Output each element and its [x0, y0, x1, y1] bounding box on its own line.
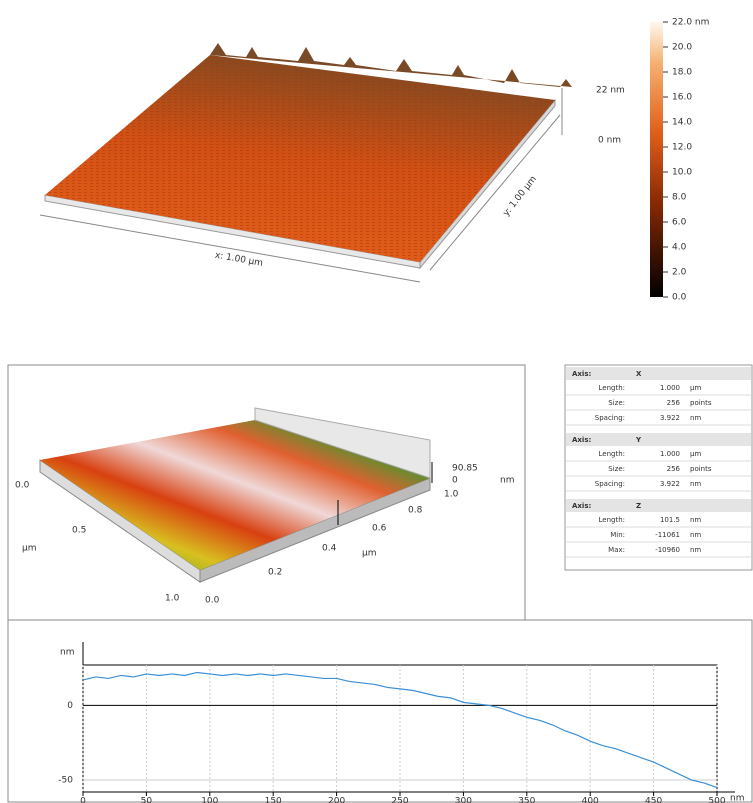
table-cell: 256: [667, 465, 681, 473]
panel: [7, 619, 753, 803]
plot-frame: [82, 664, 718, 793]
axis-label: 0.6: [372, 524, 387, 534]
table-header-bg: [566, 499, 751, 512]
colorbar-tick-label: 14.0: [672, 118, 692, 128]
colorbar-tick-label: 4.0: [672, 243, 687, 253]
colorbar-tick-label: 20.0: [672, 43, 692, 53]
profile-chart: nm nm 0 50 100 150 200 250 300 350 400 450 500 -50 0: [58, 642, 744, 803]
table-frame: [564, 364, 753, 571]
axis-label: 0.0: [205, 596, 220, 606]
table-cell: 101.5: [660, 516, 680, 524]
table-header: Y: [635, 436, 642, 444]
x-tick-label: 500: [708, 797, 725, 803]
table-cell: nm: [690, 480, 701, 488]
z-label: 22 nm: [596, 86, 625, 96]
axis-label: 1.0: [165, 594, 180, 604]
colorbar: 22.0 nm 20.0 18.0 16.0 14.0 12.0 10.0 8.0 6.0 4.0…: [650, 18, 709, 303]
table-cell: points: [690, 399, 712, 407]
axis-label: 0.8: [408, 506, 423, 516]
table-cell: nm: [690, 546, 701, 554]
x-tick-label: 100: [201, 797, 218, 803]
colorbar-tick-label: 0.0: [672, 293, 687, 303]
x-axis-label: nm: [730, 794, 744, 803]
table-cell: nm: [690, 414, 701, 422]
colorbar-tick-label: 10.0: [672, 168, 692, 178]
axis-label: 0.2: [268, 568, 282, 578]
colorbar-tick-label: 12.0: [672, 143, 692, 153]
table-cell: µm: [690, 450, 701, 458]
y-tick-label: -50: [58, 776, 73, 786]
table-header: Axis:: [572, 436, 591, 444]
table-cell: Min:: [610, 531, 625, 539]
x-tick-label: 400: [582, 797, 599, 803]
axis-label: 90.85: [452, 464, 478, 474]
x-tick-label: 150: [265, 797, 282, 803]
table-cell: Length:: [598, 450, 625, 458]
colorbar-tick-label: 6.0: [672, 218, 687, 228]
table-cell: nm: [690, 531, 701, 539]
profile-line: [82, 671, 718, 789]
colorbar-tick-label: 18.0: [672, 68, 692, 78]
y-tick-label: 0: [67, 701, 73, 711]
table-cell: points: [690, 465, 712, 473]
surface-3d: 0.0 0.5 µm 1.0 0.0 0.2 0.4 µm 0.6 0.8 1.…: [15, 407, 514, 606]
table-cell: Max:: [608, 546, 625, 554]
colorbar-tick-label: 16.0: [672, 93, 692, 103]
table-cell: 3.922: [660, 414, 680, 422]
table-cell: Length:: [598, 384, 625, 392]
x-tick-label: 450: [645, 797, 662, 803]
table-header: Z: [636, 502, 641, 510]
table-cell: 1.000: [660, 450, 680, 458]
table-cell: 256: [667, 399, 681, 407]
table-header: X: [636, 370, 642, 378]
table-header: Axis:: [572, 502, 591, 510]
colorbar-gradient: [650, 22, 663, 297]
table-cell: Spacing:: [595, 480, 625, 488]
y-axis-label: nm: [60, 648, 74, 658]
colorbar-tick-label: 8.0: [672, 193, 687, 203]
axis-label: µm: [362, 549, 377, 559]
axis-label: 0: [452, 476, 458, 486]
table-cell: Length:: [598, 516, 625, 524]
table-cell: 3.922: [660, 480, 680, 488]
table-cell: Size:: [608, 465, 625, 473]
x-tick-label: 0: [80, 797, 86, 803]
x-tick-label: 50: [141, 797, 153, 803]
axis-label: 0.0: [15, 481, 30, 491]
axis-label: µm: [22, 544, 37, 554]
table-cell: -11061: [655, 531, 680, 539]
x-tick-label: 300: [455, 797, 472, 803]
axis-label: 0.4: [322, 544, 337, 554]
z-label: 0 nm: [598, 136, 621, 146]
axis-label: 0.5: [72, 526, 86, 536]
surface-3d: 22 nm 0 nm x: 1.00 µm y: 1.00 µm: [39, 43, 625, 283]
table-cell: nm: [690, 516, 701, 524]
table-cell: Size:: [608, 399, 625, 407]
axis-label: 1.0: [444, 490, 459, 500]
y-label: y: 1.00 µm: [501, 174, 538, 218]
table-header-bg: [566, 433, 751, 446]
table-cell: µm: [690, 384, 701, 392]
table-cell: Spacing:: [595, 414, 625, 422]
info-table: Axis: X Length: 1.000 µm Size: 256 points Spacin…: [564, 364, 753, 571]
x-tick-label: 350: [518, 797, 535, 803]
axis-label: nm: [500, 476, 514, 486]
x-tick-label: 200: [328, 797, 345, 803]
table-cell: 1.000: [660, 384, 680, 392]
colorbar-tick-label: 22.0 nm: [672, 18, 709, 28]
colorbar-tick-label: 2.0: [672, 268, 687, 278]
x-tick-label: 250: [391, 797, 408, 803]
table-header: Axis:: [572, 370, 591, 378]
table-cell: -10960: [655, 546, 680, 554]
table-header-bg: [566, 367, 751, 380]
